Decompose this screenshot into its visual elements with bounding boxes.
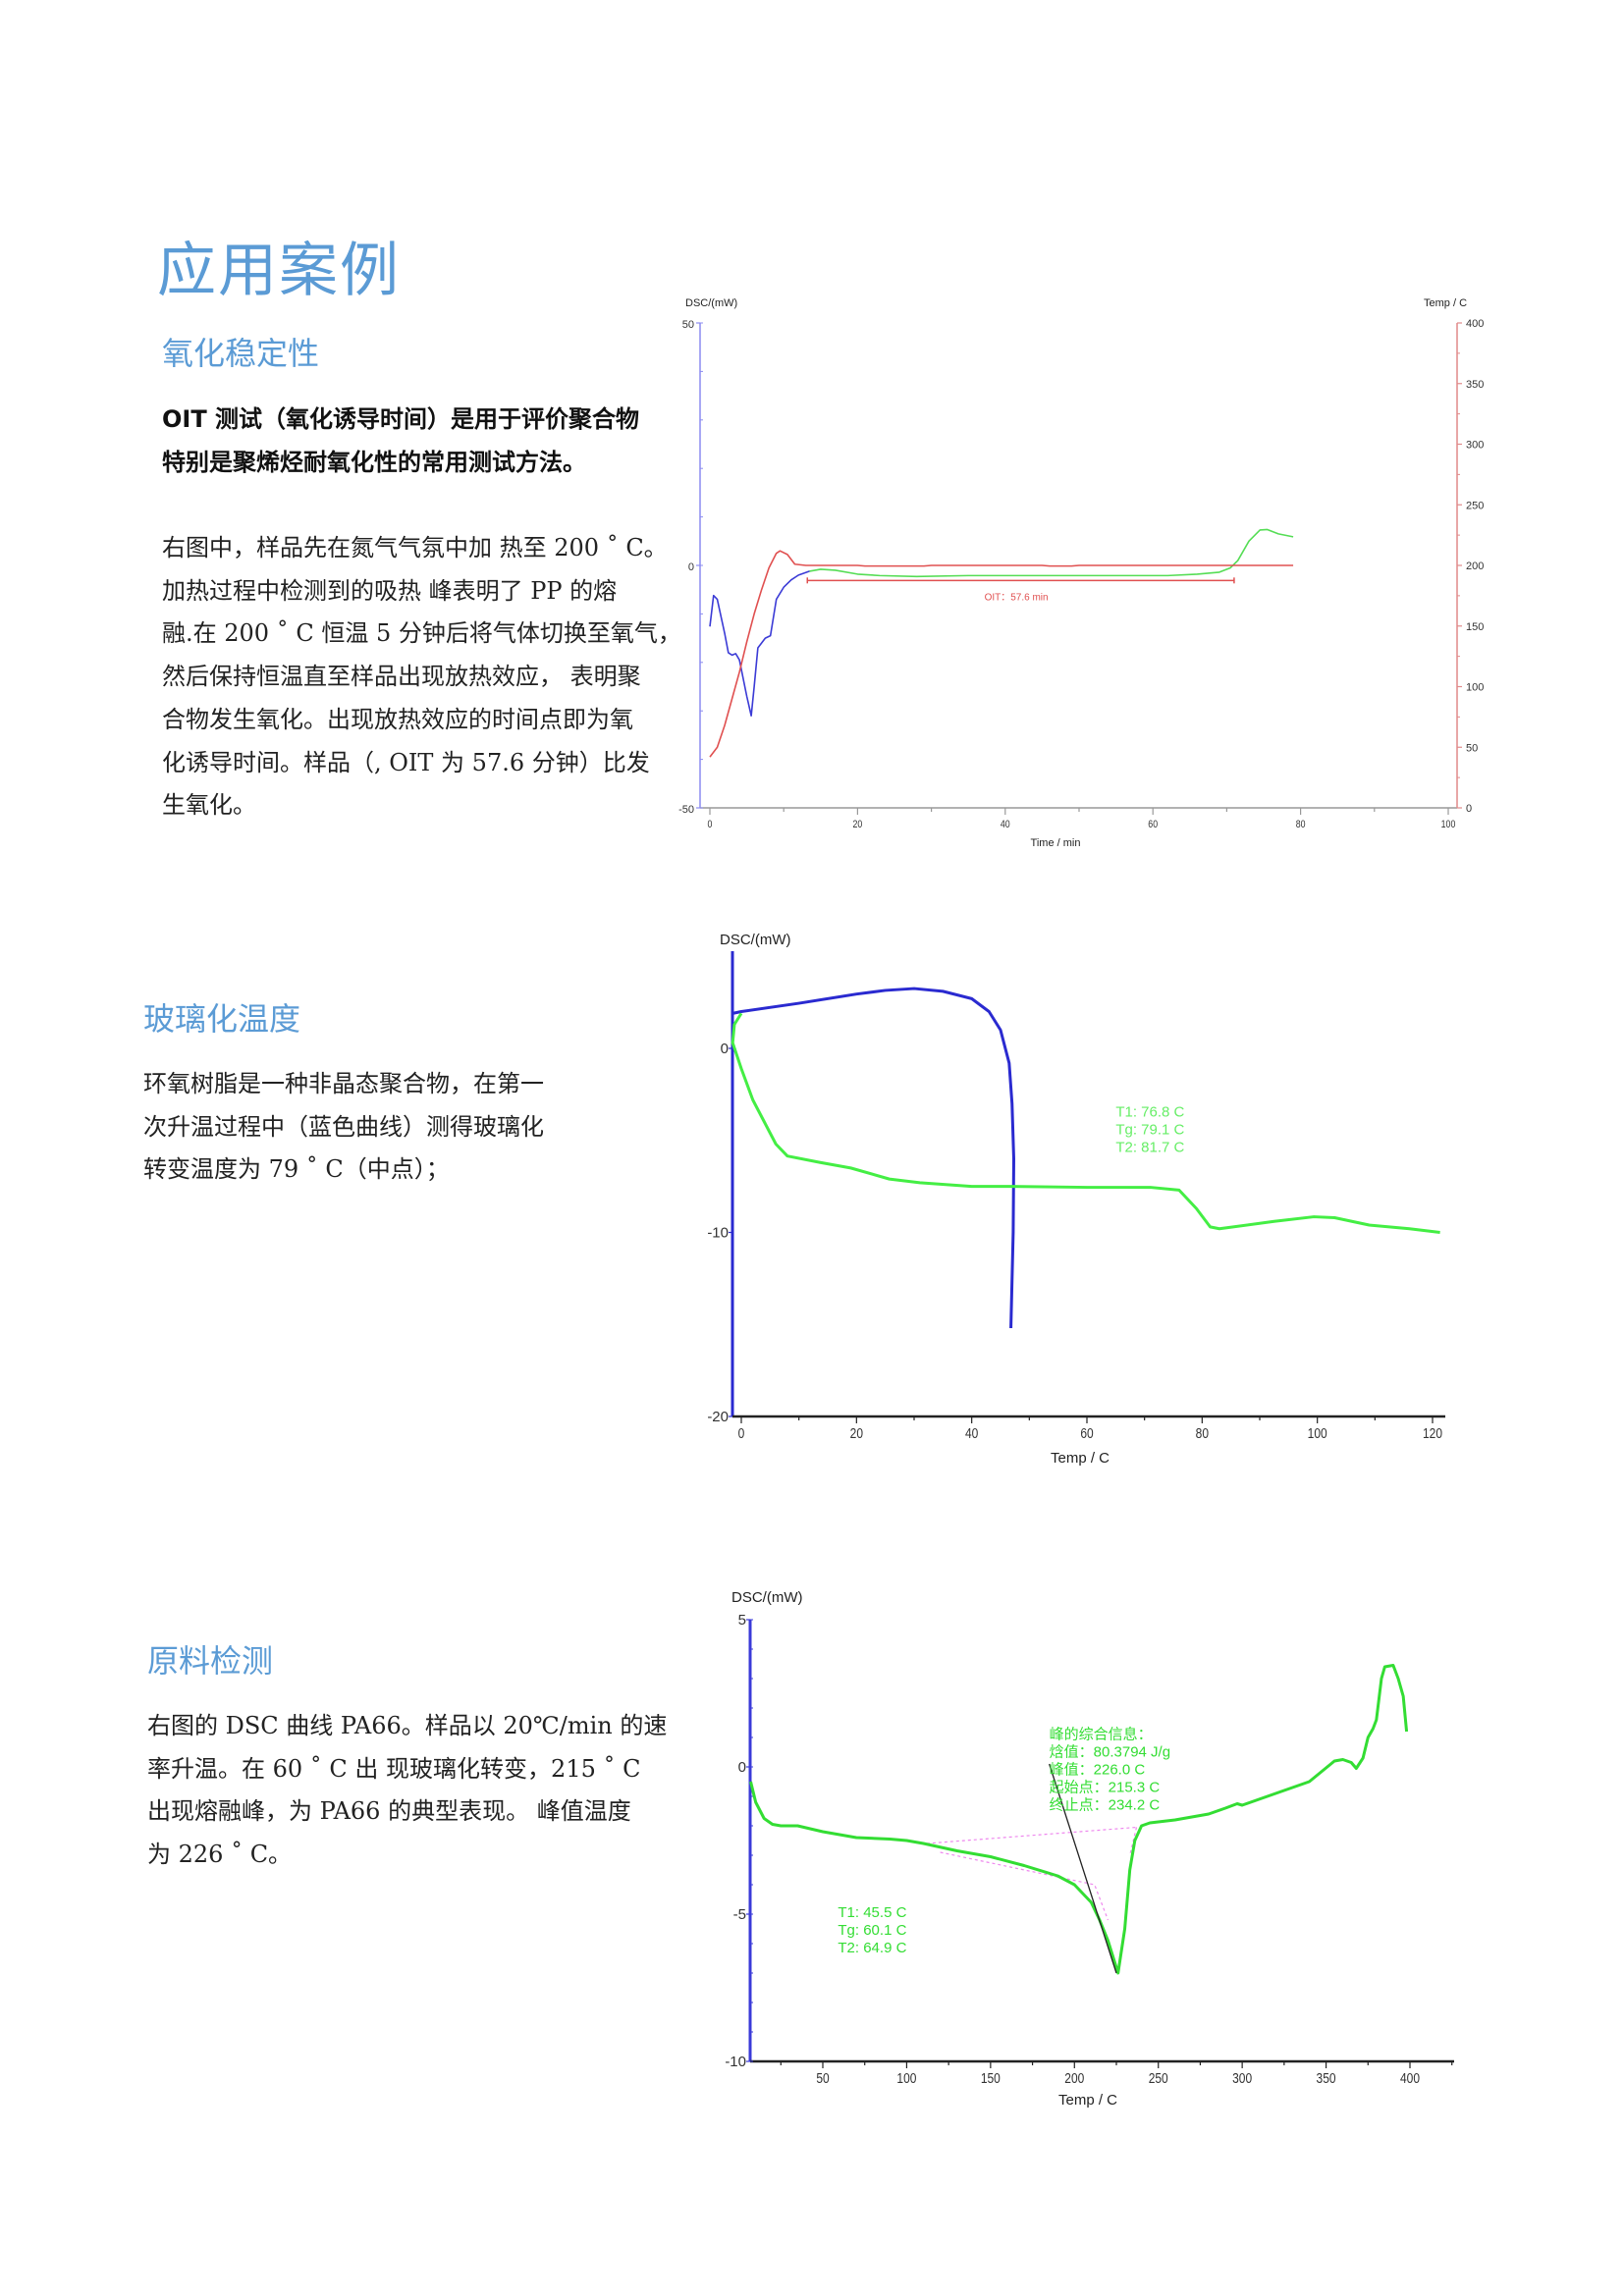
y-tick-label: -10	[707, 1225, 729, 1242]
annotation-text: T2: 81.7 C	[1115, 1139, 1184, 1155]
body-text-line: 生氧化。	[162, 791, 256, 820]
annotation-text: T2: 64.9 C	[838, 1940, 906, 1956]
y-axis-label: DSC/(mW)	[685, 297, 737, 309]
y2-tick-label: 150	[1466, 621, 1484, 633]
body-text-line: 环氧树脂是一种非晶态聚合物，在第一	[143, 1070, 544, 1097]
chart-1: 0 20 40 60 80 100 -50 0 50 0 50 100 150 200 250 300 350 4…	[678, 297, 1484, 849]
annotation-text: 焓值：80.3794 J/g	[1050, 1744, 1170, 1761]
y-tick-label: -50	[678, 804, 694, 816]
series-line-1	[731, 987, 1015, 1329]
y2-tick-label: 250	[1466, 500, 1484, 511]
x-tick-label: 400	[1400, 2070, 1420, 2087]
x-tick-label: 20	[850, 1425, 864, 1442]
y2-tick-label: 350	[1466, 379, 1484, 391]
y2-tick-label: 0	[1466, 803, 1472, 815]
tangent-line	[1049, 1763, 1117, 1974]
annotation-text: Tg: 79.1 C	[1115, 1121, 1184, 1138]
chart-2: 0 20 40 60 80 100 120 0 -10 -20 DSC/(mW) Temp / C T1…	[707, 932, 1445, 1467]
x-tick-label: 0	[738, 1425, 745, 1442]
body-text-line: 为 226 ˚ C。	[147, 1841, 293, 1869]
baseline-line	[926, 1826, 1137, 1844]
series-line-1	[749, 1664, 1409, 1975]
annotation-text: 终止点：234.2 C	[1050, 1797, 1161, 1814]
section-heading-glass-transition: 玻璃化温度	[143, 1000, 301, 1038]
y-tick-label: 0	[721, 1041, 729, 1057]
x-tick-label: 100	[896, 2070, 916, 2087]
x-tick-label: 0	[708, 819, 713, 830]
y-tick-label: -10	[725, 2054, 746, 2070]
x-tick-label: 40	[965, 1425, 979, 1442]
x-tick-label: 50	[816, 2070, 830, 2087]
annotation-text: OIT：57.6 min	[985, 593, 1049, 604]
chart-3: 50 100 150 200 250 300 350 40050-5-10DSC/(mW)Te…	[725, 1589, 1454, 2109]
y-axis-label: DSC/(mW)	[731, 1589, 802, 1606]
annotation-text: 峰值：226.0 C	[1050, 1762, 1146, 1779]
y-tick-label: 0	[738, 1759, 746, 1776]
body-text-line: 合物发生氧化。出现放热效应的时间点即为氧	[162, 705, 633, 733]
annotation-text: 峰的综合信息：	[1050, 1727, 1153, 1743]
baseline-line	[1129, 1827, 1138, 1856]
x-tick-label: 100	[1441, 819, 1456, 830]
body-text-line: 出现熔融峰，为 PA66 的典型表现。 峰值温度	[147, 1797, 631, 1826]
x-tick-label: 150	[981, 2070, 1001, 2087]
body-text-line: 率升温。在 60 ˚ C 出 现玻璃化转变，215 ˚ C	[147, 1754, 641, 1783]
x-tick-label: 200	[1064, 2070, 1084, 2087]
annotation-text: Tg: 60.1 C	[838, 1922, 906, 1939]
x-tick-label: 100	[1308, 1425, 1327, 1442]
body-text-line: 加热过程中检测到的吸热 峰表明了 PP 的熔	[162, 576, 618, 605]
body-text-line: 化诱导时间。样品（, OIT 为 57.6 分钟）比发	[162, 748, 650, 776]
page-title: 应用案例	[157, 237, 401, 305]
series-line-1	[709, 570, 810, 717]
section-heading-oxidation-stability: 氧化稳定性	[162, 335, 320, 372]
y2-tick-label: 200	[1466, 561, 1484, 572]
x-tick-label: 40	[1001, 819, 1010, 830]
y2-tick-label: 100	[1466, 682, 1484, 694]
x-tick-label: 350	[1317, 2070, 1336, 2087]
annotation-text: 起始点：215.3 C	[1050, 1780, 1161, 1796]
lead-line: 特别是聚烯烃耐氧化性的常用测试方法。	[162, 449, 586, 476]
y-tick-label: -5	[733, 1906, 746, 1923]
section-heading-raw-material: 原料检测	[147, 1642, 274, 1680]
body-text-line: 转变温度为 79 ˚ C（中点）；	[143, 1155, 450, 1184]
y2-tick-label: 50	[1466, 742, 1478, 754]
body-text-line: 右图中，样品先在氮气气氛中加 热至 200 ˚ C。	[162, 534, 668, 561]
series-line-2	[809, 528, 1294, 578]
x-tick-label: 80	[1296, 819, 1306, 830]
x-tick-label: 120	[1423, 1425, 1442, 1442]
y-tick-label: -20	[707, 1409, 729, 1425]
annotation-text: T1: 45.5 C	[838, 1904, 906, 1921]
y-tick-label: 5	[738, 1612, 746, 1629]
body-text-line: 右图的 DSC 曲线 PA66。样品以 20℃/min 的速	[147, 1712, 668, 1739]
annotation-text: T1: 76.8 C	[1115, 1103, 1184, 1120]
y-tick-label: 0	[688, 561, 694, 573]
lead-line: OIT 测试（氧化诱导时间）是用于评价聚合物	[162, 405, 640, 433]
y2-axis-label: Temp / C	[1424, 297, 1467, 309]
body-text-line: 融.在 200 ˚ C 恒温 5 分钟后将气体切换至氧气，	[162, 619, 681, 648]
x-tick-label: 300	[1232, 2070, 1252, 2087]
series-line-3	[709, 550, 1294, 758]
x-axis-label: Time / min	[1031, 837, 1081, 849]
x-tick-label: 20	[853, 819, 863, 830]
x-tick-label: 80	[1196, 1425, 1210, 1442]
x-tick-label: 60	[1080, 1425, 1094, 1442]
x-axis-label: Temp / C	[1058, 2092, 1117, 2109]
x-tick-label: 60	[1148, 819, 1158, 830]
x-tick-label: 250	[1149, 2070, 1168, 2087]
body-text-line: 然后保持恒温直至样品出现放热效应， 表明聚	[162, 663, 641, 691]
baseline-line	[940, 1851, 1110, 1921]
y-axis-label: DSC/(mW)	[720, 932, 790, 948]
series-line-2	[731, 1012, 1440, 1234]
y2-tick-label: 300	[1466, 440, 1484, 452]
y-tick-label: 50	[682, 319, 694, 331]
x-axis-label: Temp / C	[1051, 1450, 1110, 1467]
y2-tick-label: 400	[1466, 318, 1484, 330]
body-text-line: 次升温过程中（蓝色曲线）测得玻璃化	[143, 1112, 544, 1141]
